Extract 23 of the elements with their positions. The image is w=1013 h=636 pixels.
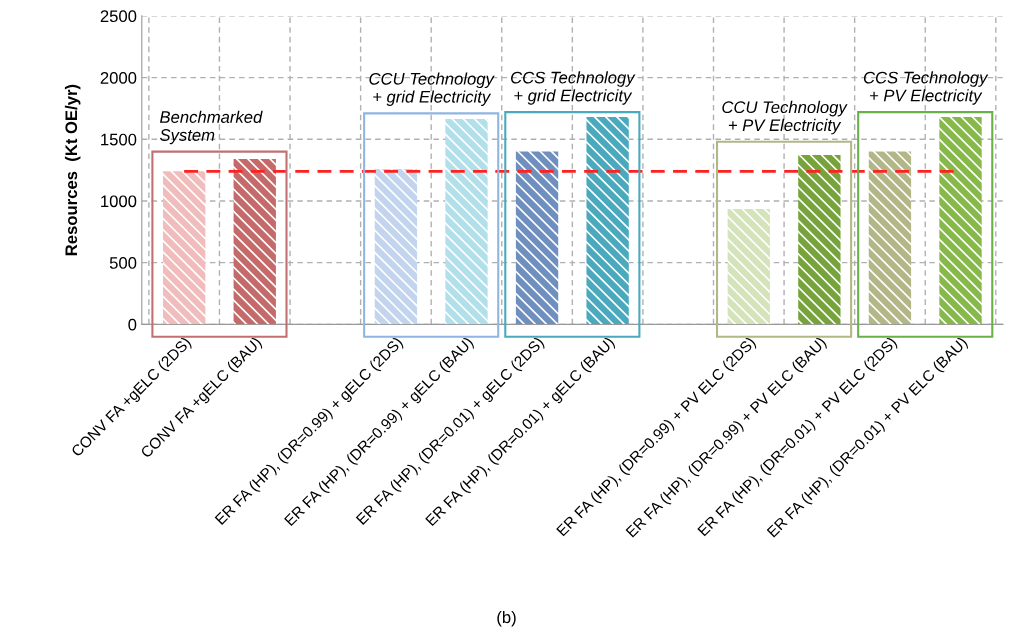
y-tick-label: 1500 [101, 133, 137, 146]
annotation: CCS Technology + PV Electricity [863, 71, 989, 105]
annotation: CCU Technology + grid Electricity [369, 72, 495, 106]
bar [162, 171, 206, 325]
bar [727, 209, 770, 325]
bar [586, 117, 629, 325]
bar [868, 151, 912, 325]
y-tick-label: 2500 [100, 10, 137, 23]
y-axis-title: Resources (Kt OE/yr) [64, 84, 81, 256]
annotation: CCS Technology + grid Electricity [511, 71, 636, 105]
bar [233, 159, 276, 325]
y-tick-label: 500 [109, 257, 137, 269]
y-tick-label: 1000 [101, 195, 137, 208]
bar [515, 151, 559, 325]
y-tick-label: 2000 [100, 71, 137, 84]
text: (b) [497, 610, 516, 627]
bar [939, 117, 982, 325]
annotation: Benchmarked System [159, 110, 263, 145]
annotation: CCU Technology + PV Electricity [722, 100, 848, 135]
bar [445, 118, 488, 325]
bar [374, 168, 418, 325]
y-tick-label: 0 [128, 318, 137, 331]
bar [798, 155, 841, 325]
